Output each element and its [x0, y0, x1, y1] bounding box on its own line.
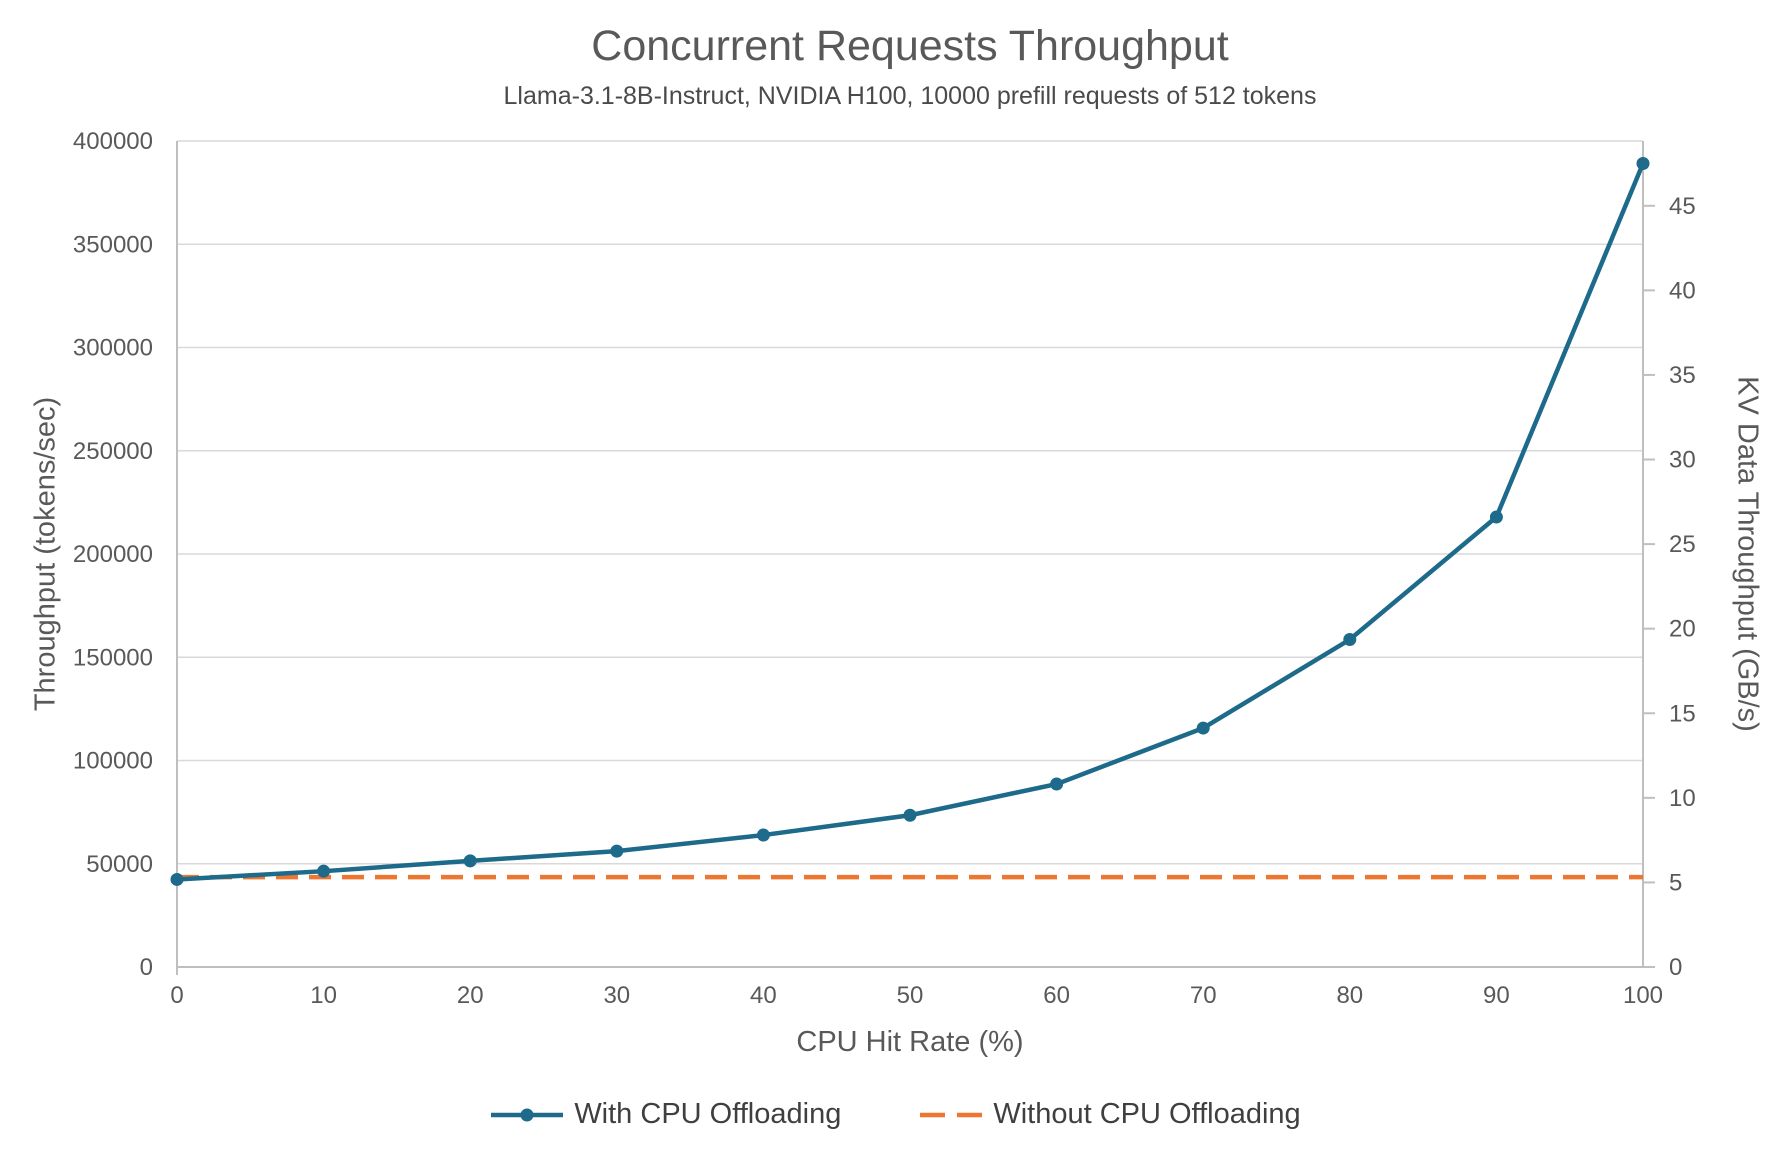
data-point-marker — [1636, 157, 1650, 171]
x-tick-label: 40 — [750, 982, 777, 1009]
left-y-tick-label: 300000 — [73, 335, 153, 362]
solid-line-marker-icon — [491, 1108, 564, 1121]
legend-label: Without CPU Offloading — [993, 1098, 1301, 1130]
data-point-marker — [903, 808, 917, 822]
x-tick-label: 0 — [170, 982, 183, 1009]
data-point-marker — [463, 854, 477, 868]
x-tick-label: 30 — [603, 982, 630, 1009]
right-y-tick-label: 40 — [1669, 277, 1696, 304]
x-tick-label: 50 — [897, 982, 924, 1009]
x-tick-label: 20 — [457, 982, 484, 1009]
x-tick-label: 60 — [1043, 982, 1070, 1009]
right-y-tick-label: 15 — [1669, 700, 1696, 727]
right-y-tick-label: 25 — [1669, 531, 1696, 558]
x-tick-label: 90 — [1483, 982, 1510, 1009]
right-y-tick-label: 30 — [1669, 447, 1696, 474]
right-y-tick-label: 10 — [1669, 785, 1696, 812]
chart-subtitle: Llama-3.1-8B-Instruct, NVIDIA H100, 1000… — [503, 82, 1317, 110]
data-point-marker — [1196, 721, 1210, 735]
data-point-marker — [1489, 510, 1503, 524]
data-point-marker — [1050, 777, 1064, 791]
right-y-tick-label: 0 — [1669, 954, 1682, 981]
left-y-tick-label: 50000 — [86, 851, 153, 878]
data-point-marker — [610, 844, 624, 858]
dashed-line-icon — [920, 1112, 983, 1117]
right-y-tick-label: 35 — [1669, 362, 1696, 389]
right-y-tick-label: 20 — [1669, 616, 1696, 643]
data-point-marker — [170, 872, 184, 886]
left-y-tick-label: 250000 — [73, 438, 153, 465]
left-y-tick-label: 400000 — [73, 128, 153, 155]
x-tick-label: 70 — [1190, 982, 1217, 1009]
left-y-tick-label: 350000 — [73, 231, 153, 258]
x-axis-title: CPU Hit Rate (%) — [796, 1026, 1024, 1058]
series-line-with-cpu-offloading — [176, 162, 1646, 882]
legend-item-with-offloading: With CPU Offloading — [490, 1098, 841, 1131]
left-y-tick-label: 150000 — [73, 644, 153, 671]
left-y-tick-label: 200000 — [73, 541, 153, 568]
x-tick-label: 80 — [1336, 982, 1363, 1009]
x-tick-label: 10 — [310, 982, 337, 1009]
legend-item-without-offloading: Without CPU Offloading — [919, 1098, 1301, 1131]
data-point-marker — [756, 828, 770, 842]
x-tick-label: 100 — [1623, 982, 1663, 1009]
legend-label: With CPU Offloading — [574, 1098, 842, 1130]
right-y-tick-label: 5 — [1669, 869, 1682, 896]
right-y-tick-label: 45 — [1669, 193, 1696, 220]
left-y-tick-label: 0 — [140, 954, 153, 981]
data-point-marker — [317, 864, 331, 878]
chart-title: Concurrent Requests Throughput — [591, 22, 1229, 70]
legend: With CPU Offloading Without CPU Offloadi… — [0, 1098, 1791, 1131]
data-point-marker — [1343, 632, 1357, 646]
left-y-tick-label: 100000 — [73, 748, 153, 775]
